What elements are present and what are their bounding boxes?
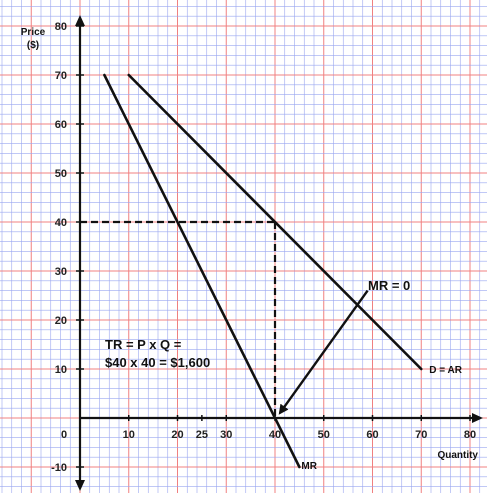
x-axis-label: Quantity bbox=[437, 450, 478, 461]
y-tick-label: 40 bbox=[55, 217, 67, 229]
axes bbox=[75, 15, 483, 491]
x-tick-label: 30 bbox=[220, 429, 232, 441]
origin-label: 0 bbox=[61, 429, 67, 441]
y-tick-label: 80 bbox=[55, 21, 67, 33]
x-tick-label: 80 bbox=[464, 429, 476, 441]
y-axis-label: Price bbox=[21, 27, 46, 38]
demand-ar-label: D = AR bbox=[429, 365, 462, 376]
tr-formula-line1: TR = P x Q = bbox=[105, 337, 182, 352]
x-tick-label: 40 bbox=[269, 429, 281, 441]
y-tick-label: -10 bbox=[51, 462, 67, 474]
x-tick-label: 70 bbox=[415, 429, 427, 441]
x-axis-arrow bbox=[472, 413, 483, 423]
mr-zero-arrow bbox=[278, 289, 369, 415]
x-tick-label: 25 bbox=[196, 429, 208, 441]
mr-line bbox=[103, 73, 301, 469]
x-tick-label: 50 bbox=[318, 429, 330, 441]
x-tick-label: 20 bbox=[171, 429, 183, 441]
y-axis-label-unit: ($) bbox=[27, 40, 39, 51]
mr-zero-label: MR = 0 bbox=[368, 278, 410, 293]
y-axis-arrow-up bbox=[75, 15, 85, 26]
labels: 10 20 25 30 40 50 60 70 80 0 80 70 60 50 40 30 20 10 -10 Pr… bbox=[21, 21, 479, 474]
y-tick-label: 20 bbox=[55, 315, 67, 327]
x-tick-label: 10 bbox=[123, 429, 135, 441]
y-axis-arrow-down bbox=[75, 480, 85, 491]
y-tick-label: 60 bbox=[55, 119, 67, 131]
y-tick-label: 70 bbox=[55, 70, 67, 82]
x-tick-label: 60 bbox=[366, 429, 378, 441]
demand-ar-line bbox=[127, 73, 423, 371]
mr-label: MR bbox=[301, 461, 317, 472]
y-tick-label: 10 bbox=[55, 364, 67, 376]
series bbox=[103, 73, 423, 469]
y-tick-label: 30 bbox=[55, 266, 67, 278]
y-tick-label: 50 bbox=[55, 168, 67, 180]
tr-formula-line2: $40 x 40 = $1,600 bbox=[105, 355, 210, 370]
